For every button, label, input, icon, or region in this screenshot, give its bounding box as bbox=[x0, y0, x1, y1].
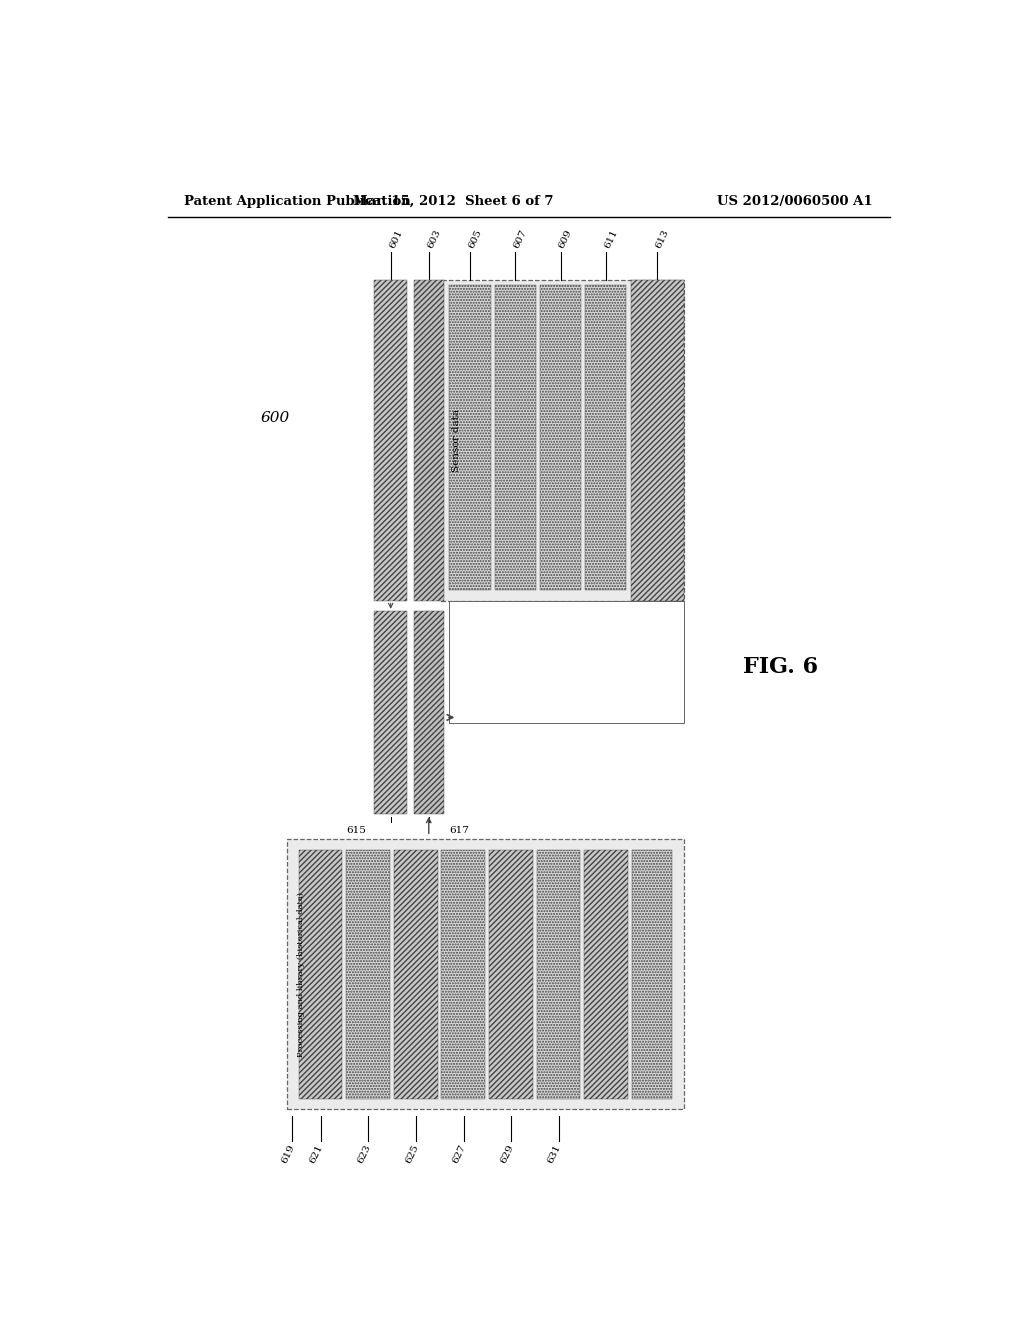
Text: 603: 603 bbox=[426, 228, 442, 249]
Bar bbox=[287, 840, 684, 1109]
Text: 613: 613 bbox=[654, 228, 671, 249]
Text: 625: 625 bbox=[403, 1143, 420, 1166]
Text: 615: 615 bbox=[346, 826, 367, 836]
Bar bbox=[394, 850, 437, 1098]
Bar bbox=[414, 611, 443, 814]
Text: Mar. 15, 2012  Sheet 6 of 7: Mar. 15, 2012 Sheet 6 of 7 bbox=[353, 194, 554, 207]
Bar bbox=[540, 285, 582, 590]
Text: 611: 611 bbox=[602, 228, 620, 249]
Text: 627: 627 bbox=[452, 1143, 468, 1166]
Bar bbox=[585, 850, 628, 1098]
Text: 601: 601 bbox=[387, 228, 404, 249]
Text: Patent Application Publication: Patent Application Publication bbox=[183, 194, 411, 207]
Bar bbox=[441, 280, 684, 601]
Bar bbox=[631, 280, 683, 601]
Bar bbox=[374, 611, 408, 814]
Bar bbox=[414, 280, 443, 601]
Text: 617: 617 bbox=[450, 826, 469, 836]
Text: 631: 631 bbox=[547, 1143, 563, 1166]
Text: 609: 609 bbox=[557, 228, 573, 249]
Bar bbox=[585, 285, 627, 590]
Bar bbox=[489, 850, 532, 1098]
Text: Processing and library (historical data): Processing and library (historical data) bbox=[297, 891, 305, 1056]
Text: 607: 607 bbox=[512, 228, 528, 249]
Bar bbox=[299, 850, 342, 1098]
Text: 619: 619 bbox=[280, 1143, 296, 1166]
Bar bbox=[632, 850, 672, 1098]
Text: 605: 605 bbox=[467, 228, 483, 249]
Text: 623: 623 bbox=[356, 1143, 373, 1166]
Text: Sensor data: Sensor data bbox=[452, 409, 461, 473]
Bar bbox=[495, 285, 536, 590]
Bar bbox=[441, 850, 485, 1098]
Text: 600: 600 bbox=[260, 411, 290, 425]
Bar bbox=[450, 601, 684, 722]
Text: 629: 629 bbox=[499, 1143, 515, 1166]
Text: 621: 621 bbox=[308, 1143, 325, 1166]
Text: US 2012/0060500 A1: US 2012/0060500 A1 bbox=[717, 194, 872, 207]
Bar bbox=[346, 850, 390, 1098]
Text: FIG. 6: FIG. 6 bbox=[743, 656, 818, 677]
Bar bbox=[450, 285, 490, 590]
Bar bbox=[374, 280, 408, 601]
Bar bbox=[537, 850, 581, 1098]
